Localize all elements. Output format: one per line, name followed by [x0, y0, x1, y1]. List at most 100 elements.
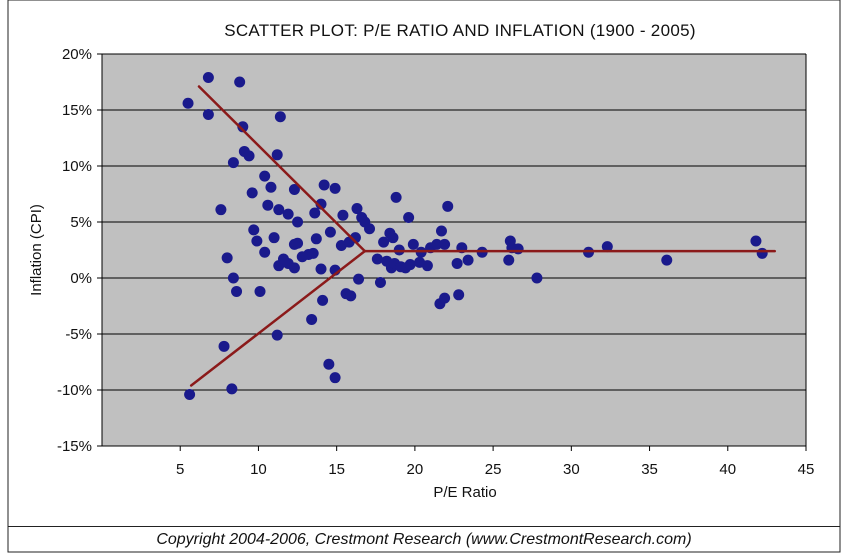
- data-point: [202, 72, 214, 84]
- data-point: [288, 262, 300, 274]
- data-point: [512, 243, 524, 255]
- data-point: [307, 247, 319, 259]
- data-point: [292, 216, 304, 228]
- x-tick-label: 30: [563, 461, 580, 478]
- y-axis-title: Inflation (CPI): [28, 204, 45, 296]
- y-tick-label: -10%: [57, 382, 92, 399]
- y-tick-label: -15%: [57, 438, 92, 455]
- data-point: [243, 150, 255, 162]
- y-tick-label: -5%: [65, 326, 92, 343]
- x-tick-label: 15: [328, 461, 345, 478]
- data-point: [378, 236, 390, 248]
- data-point: [390, 191, 402, 203]
- data-point: [273, 204, 285, 216]
- data-point: [315, 263, 327, 275]
- data-point: [262, 199, 274, 211]
- data-point: [182, 97, 194, 109]
- data-point: [404, 259, 416, 271]
- data-point: [248, 224, 260, 236]
- data-point: [251, 235, 263, 247]
- y-tick-label: 10%: [62, 158, 92, 175]
- data-point: [345, 290, 357, 302]
- data-point: [442, 200, 454, 212]
- trend-line: [189, 249, 367, 387]
- data-point: [227, 157, 239, 169]
- data-point: [462, 254, 474, 266]
- data-point: [215, 204, 227, 216]
- data-point: [309, 207, 321, 219]
- data-point: [315, 198, 327, 210]
- data-point: [265, 181, 277, 193]
- data-point: [184, 388, 196, 400]
- data-point: [271, 329, 283, 341]
- x-tick-label: 40: [719, 461, 736, 478]
- x-axis-title: P/E Ratio: [433, 484, 496, 501]
- data-point: [226, 383, 238, 395]
- x-tick-label: 35: [641, 461, 658, 478]
- y-tick-labels: 20% 15% 10% 5% 0% -5% -10% -15%: [57, 46, 92, 455]
- data-point: [324, 226, 336, 238]
- data-point: [451, 257, 463, 269]
- data-point: [439, 238, 451, 250]
- data-point: [403, 212, 415, 224]
- data-point: [254, 285, 266, 297]
- trend-lines: [189, 85, 776, 387]
- data-point: [318, 179, 330, 191]
- data-point: [323, 358, 335, 370]
- copyright-footer: Copyright 2004-2006, Crestmont Research …: [8, 526, 840, 553]
- data-point: [296, 251, 308, 263]
- data-point: [227, 272, 239, 284]
- data-point: [407, 238, 419, 250]
- data-point: [292, 237, 304, 249]
- data-point: [259, 246, 271, 258]
- data-point: [237, 121, 249, 133]
- data-point: [453, 289, 465, 301]
- data-point: [353, 273, 365, 285]
- data-point: [268, 232, 280, 244]
- data-point: [288, 184, 300, 196]
- data-point: [234, 76, 246, 88]
- data-point: [221, 252, 233, 264]
- data-point: [421, 260, 433, 272]
- trend-line: [197, 85, 367, 253]
- data-point: [274, 111, 286, 123]
- data-point: [750, 235, 762, 247]
- x-tick-label: 45: [798, 461, 815, 478]
- x-tick-label: 5: [176, 461, 184, 478]
- y-tick-label: 0%: [70, 270, 92, 287]
- data-point: [329, 372, 341, 384]
- data-point: [371, 253, 383, 265]
- data-point: [351, 203, 363, 215]
- data-point: [503, 254, 515, 266]
- data-point: [374, 276, 386, 288]
- x-tick-label: 10: [250, 461, 267, 478]
- data-point: [329, 182, 341, 194]
- data-point: [218, 340, 230, 352]
- data-point: [246, 187, 258, 199]
- data-point: [756, 247, 768, 259]
- data-point: [231, 285, 243, 297]
- x-tick-label: 25: [485, 461, 502, 478]
- axes: [101, 54, 807, 451]
- data-point: [337, 209, 349, 221]
- data-point: [435, 225, 447, 237]
- data-point: [661, 254, 673, 266]
- data-point: [310, 233, 322, 245]
- data-point: [601, 241, 613, 253]
- data-point: [282, 208, 294, 220]
- data-point: [317, 294, 329, 306]
- chart-title: SCATTER PLOT: P/E RATIO AND INFLATION (1…: [224, 21, 696, 40]
- data-point: [364, 223, 376, 235]
- x-tick-label: 20: [407, 461, 424, 478]
- data-point: [306, 313, 318, 325]
- data-point: [431, 238, 443, 250]
- data-point: [387, 232, 399, 244]
- data-point: [439, 292, 451, 304]
- data-point: [259, 170, 271, 182]
- data-point: [202, 108, 214, 120]
- data-point: [271, 149, 283, 161]
- y-tick-label: 15%: [62, 102, 92, 119]
- y-tick-label: 5%: [70, 214, 92, 231]
